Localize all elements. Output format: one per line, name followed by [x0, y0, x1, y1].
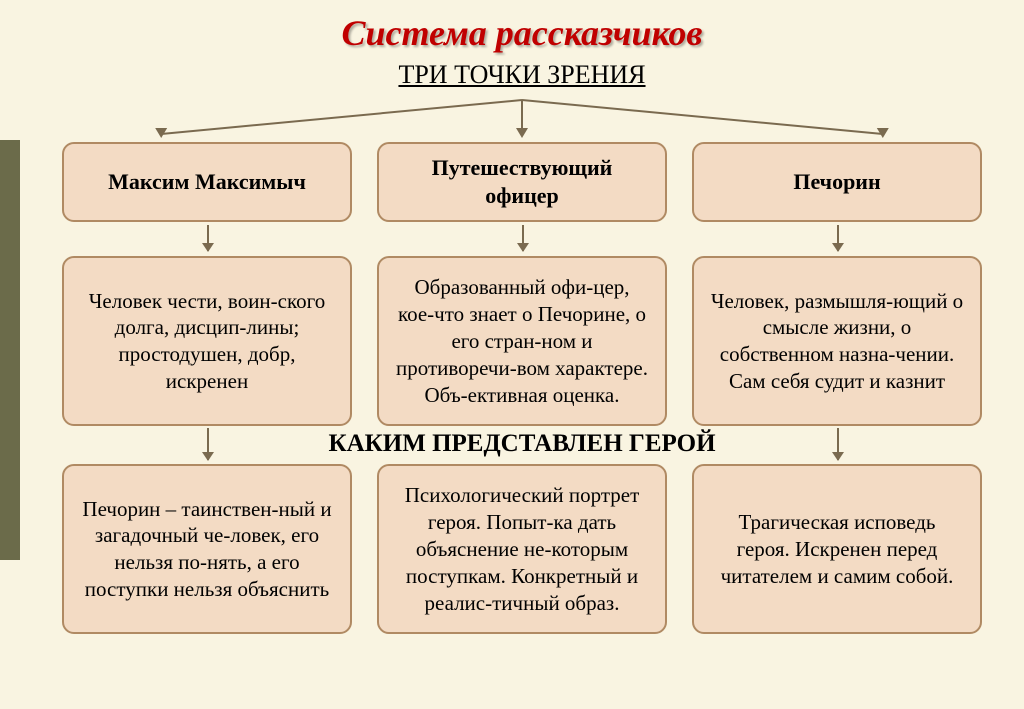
head-box-0: Максим Максимыч	[62, 142, 352, 222]
head-box-1: Путешествующий офицер	[377, 142, 667, 222]
mid-label-row: КАКИМ ПРЕДСТАВЛЕН ГЕРОЙ	[62, 428, 982, 462]
head-box-2: Печорин	[692, 142, 982, 222]
hero-box-2: Трагическая исповедь героя. Искренен пер…	[692, 464, 982, 634]
side-accent-bar	[0, 140, 20, 560]
v-arrow-2a	[837, 225, 839, 251]
desc-box-1: Образованный офи-цер, кое-что знает о Пе…	[377, 256, 667, 426]
v-arrow-2b	[837, 428, 839, 460]
desc-row: Человек чести, воин-ского долга, дисцип-…	[62, 256, 982, 426]
desc-box-0: Человек чести, воин-ского долга, дисцип-…	[62, 256, 352, 426]
v-arrow-1a	[522, 225, 524, 251]
hero-box-0: Печорин – таинствен-ный и загадочный че-…	[62, 464, 352, 634]
top-arrows	[112, 98, 932, 138]
hero-row: Печорин – таинствен-ный и загадочный че-…	[62, 464, 982, 634]
arrows-head-to-desc	[62, 225, 982, 253]
v-arrow-0a	[207, 225, 209, 251]
branching-arrows-svg	[112, 98, 932, 138]
slide-subtitle: ТРИ ТОЧКИ ЗРЕНИЯ	[50, 60, 994, 90]
slide-title: Система рассказчиков	[50, 12, 994, 54]
slide: Система рассказчиков ТРИ ТОЧКИ ЗРЕНИЯ Ма…	[0, 0, 1024, 709]
hero-box-1: Психологический портрет героя. Попыт-ка …	[377, 464, 667, 634]
desc-box-2: Человек, размышля-ющий о смысле жизни, о…	[692, 256, 982, 426]
mid-label: КАКИМ ПРЕДСТАВЛЕН ГЕРОЙ	[328, 430, 715, 458]
v-arrow-0b	[207, 428, 209, 460]
heads-row: Максим Максимыч Путешествующий офицер Пе…	[62, 142, 982, 222]
